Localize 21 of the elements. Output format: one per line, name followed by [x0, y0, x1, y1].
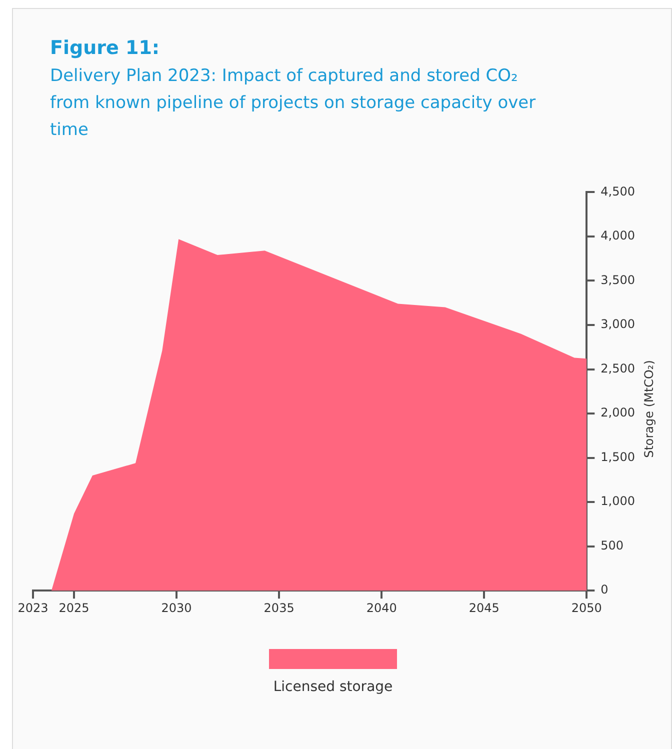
y-tick-label: 500: [600, 538, 624, 552]
y-axis-title: Storage (MtCO₂): [642, 360, 656, 458]
x-tick-label: 2035: [264, 600, 294, 615]
y-tick-label: 4,000: [600, 228, 636, 243]
y-tick-label: 1,000: [600, 494, 636, 508]
y-tick-label: 2,000: [600, 406, 636, 420]
x-tick-label: 2023: [18, 600, 48, 615]
y-tick-label: 0: [600, 582, 608, 597]
chart-title: Figure 11:: [50, 37, 160, 59]
y-tick-label: 4,500: [600, 184, 636, 198]
y-tick-label: 3,000: [600, 317, 636, 332]
y-tick-label: 2,500: [600, 361, 636, 376]
text: Licensed storage: [273, 679, 393, 695]
chart-subtitle: Delivery Plan 2023: Impact of captured and stored CO₂ from known pipeline of projects on storage capacity over time: [50, 65, 537, 142]
x-tick-label: 2030: [161, 600, 192, 615]
x-tick-label: 2025: [58, 600, 90, 615]
y-tick-label: 1,500: [600, 450, 636, 464]
x-tick-label: 2040: [366, 600, 397, 615]
x-tick-label: 2050: [571, 600, 602, 615]
x-tick-label: 2045: [468, 600, 500, 615]
y-tick-label: 3,500: [600, 272, 636, 287]
